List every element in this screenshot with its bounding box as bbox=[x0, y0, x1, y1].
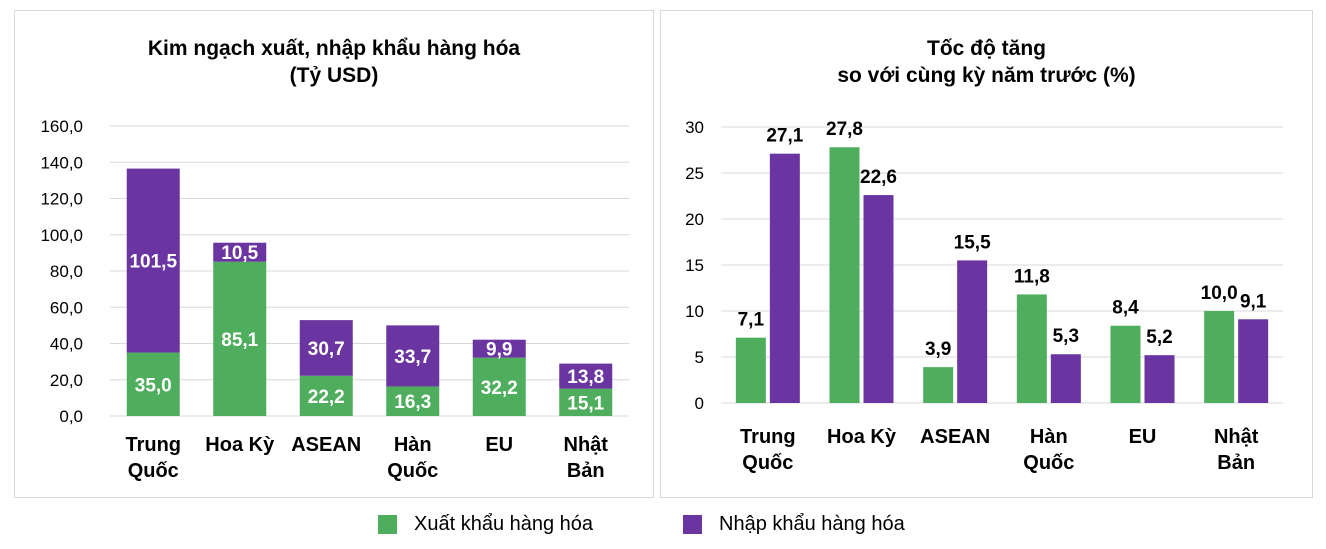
x-category-label: Quốc bbox=[387, 460, 438, 482]
y-tick-label: 20,0 bbox=[50, 371, 83, 390]
x-category-label: ASEAN bbox=[920, 426, 990, 448]
x-category-label: Nhật bbox=[1214, 426, 1259, 448]
bar-export bbox=[1016, 294, 1047, 403]
chart-title-line1: Kim ngạch xuất, nhập khẩu hàng hóa bbox=[147, 37, 521, 60]
x-category-label: Nhật bbox=[564, 434, 609, 456]
y-tick-label: 30 bbox=[685, 118, 704, 137]
chart-title-line1: Tốc độ tăng bbox=[927, 37, 1046, 60]
chart-title-growth-rate: Tốc độ tăng so với cùng kỳ năm trước (%) bbox=[661, 35, 1312, 89]
bar-export bbox=[829, 147, 860, 403]
bar-import bbox=[559, 363, 613, 389]
chart-title-line2: so với cùng kỳ năm trước (%) bbox=[837, 64, 1136, 87]
data-label-export: 32,2 bbox=[481, 378, 518, 399]
legend-label-export: Xuất khẩu hàng hóa bbox=[414, 513, 594, 535]
y-tick-label: 25 bbox=[685, 164, 704, 183]
data-label-import: 30,7 bbox=[308, 339, 345, 360]
x-category-label: Hoa Kỳ bbox=[827, 426, 897, 448]
legend: Xuất khẩu hàng hóa Nhập khẩu hàng hóa bbox=[0, 513, 1326, 543]
x-category-label: Hoa Kỳ bbox=[205, 434, 275, 456]
bar-import bbox=[126, 168, 180, 353]
y-tick-label: 15 bbox=[685, 256, 704, 275]
x-category-label: Bản bbox=[567, 460, 605, 482]
data-label-export: 35,0 bbox=[135, 375, 172, 396]
y-tick-label: 80,0 bbox=[50, 262, 83, 281]
x-category-label: Trung bbox=[740, 426, 796, 448]
data-label-import: 15,5 bbox=[954, 232, 991, 253]
y-tick-label: 140,0 bbox=[40, 153, 83, 172]
x-category-label: EU bbox=[1129, 426, 1157, 448]
data-label-export: 85,1 bbox=[221, 330, 258, 351]
y-tick-label: 160,0 bbox=[40, 117, 83, 136]
bar-export bbox=[386, 386, 440, 416]
data-label-import: 5,3 bbox=[1053, 326, 1079, 347]
x-category-label: Quốc bbox=[1023, 452, 1074, 474]
data-label-import: 9,1 bbox=[1240, 291, 1267, 312]
data-label-import: 5,2 bbox=[1146, 327, 1172, 348]
legend-swatch-export bbox=[378, 515, 397, 534]
y-tick-label: 20 bbox=[685, 210, 704, 229]
bar-export bbox=[213, 261, 267, 416]
legend-item-import: Nhập khẩu hàng hóa bbox=[683, 513, 905, 536]
x-category-label: ASEAN bbox=[291, 434, 361, 456]
bar-export bbox=[299, 375, 353, 416]
data-label-export: 7,1 bbox=[738, 310, 765, 331]
y-tick-label: 100,0 bbox=[40, 226, 83, 245]
bar-import bbox=[299, 320, 353, 376]
data-label-export: 3,9 bbox=[925, 339, 951, 360]
data-label-import: 33,7 bbox=[394, 347, 431, 368]
y-tick-label: 0 bbox=[695, 394, 704, 413]
data-label-import: 10,5 bbox=[221, 243, 258, 264]
data-label-import: 22,6 bbox=[860, 167, 897, 188]
bar-export bbox=[1110, 325, 1141, 403]
stacked-bar-chart-trade-value: 0,0 20,0 40,0 60,0 80,0 100,0 120,0 140,0 160,0 3… bbox=[40, 117, 629, 482]
bar-export bbox=[559, 388, 613, 416]
data-label-export: 8,4 bbox=[1112, 298, 1139, 319]
chart-title-trade-value: Kim ngạch xuất, nhập khẩu hàng hóa (Tỷ U… bbox=[15, 35, 653, 89]
x-category-label: Hàn bbox=[394, 434, 432, 456]
bar-import bbox=[472, 339, 526, 358]
bar-import bbox=[1238, 319, 1269, 403]
chart-panel-growth-rate: Tốc độ tăng so với cùng kỳ năm trước (%)… bbox=[660, 10, 1313, 498]
bar-import bbox=[213, 242, 267, 262]
legend-item-export: Xuất khẩu hàng hóa bbox=[378, 513, 593, 536]
data-label-import: 101,5 bbox=[129, 252, 177, 273]
bar-import bbox=[386, 325, 440, 387]
y-tick-label: 5 bbox=[695, 348, 704, 367]
data-label-export: 22,2 bbox=[308, 387, 345, 408]
grouped-bar-chart-growth-rate: 0 5 10 15 20 25 30 7,1 27,1 27,8 22,6 3,9 15,5 11,8 5,… bbox=[685, 118, 1283, 474]
data-label-export: 16,3 bbox=[394, 392, 431, 413]
bar-import bbox=[1144, 355, 1175, 403]
y-tick-label: 120,0 bbox=[40, 190, 83, 209]
x-category-label: Trung bbox=[125, 434, 181, 456]
x-category-label: Bản bbox=[1217, 452, 1255, 474]
y-tick-label: 0,0 bbox=[59, 407, 83, 426]
data-label-export: 15,1 bbox=[567, 393, 604, 414]
bar-export bbox=[735, 337, 766, 403]
x-category-label: Quốc bbox=[742, 452, 793, 474]
data-label-export: 10,0 bbox=[1201, 283, 1238, 304]
chart-title-line2: (Tỷ USD) bbox=[289, 64, 379, 87]
bar-export bbox=[126, 352, 180, 416]
bar-export bbox=[923, 367, 954, 403]
bar-export bbox=[1204, 311, 1235, 403]
bar-export bbox=[472, 357, 526, 416]
bar-import bbox=[863, 195, 894, 403]
x-category-label: EU bbox=[485, 434, 513, 456]
x-category-label: Hàn bbox=[1030, 426, 1068, 448]
data-label-export: 11,8 bbox=[1014, 266, 1050, 287]
data-label-import: 27,1 bbox=[766, 126, 803, 147]
bar-import bbox=[957, 260, 988, 403]
chart-panel-trade-value: Kim ngạch xuất, nhập khẩu hàng hóa (Tỷ U… bbox=[14, 10, 654, 498]
y-tick-label: 60,0 bbox=[50, 298, 83, 317]
data-label-import: 9,9 bbox=[486, 340, 512, 361]
bar-import bbox=[769, 153, 800, 403]
y-tick-label: 40,0 bbox=[50, 335, 83, 354]
legend-swatch-import bbox=[683, 515, 702, 534]
data-label-export: 27,8 bbox=[826, 119, 863, 140]
data-label-import: 13,8 bbox=[567, 367, 604, 388]
y-tick-label: 10 bbox=[685, 302, 704, 321]
legend-label-import: Nhập khẩu hàng hóa bbox=[719, 513, 905, 535]
bar-import bbox=[1050, 354, 1081, 403]
x-category-label: Quốc bbox=[128, 460, 179, 482]
